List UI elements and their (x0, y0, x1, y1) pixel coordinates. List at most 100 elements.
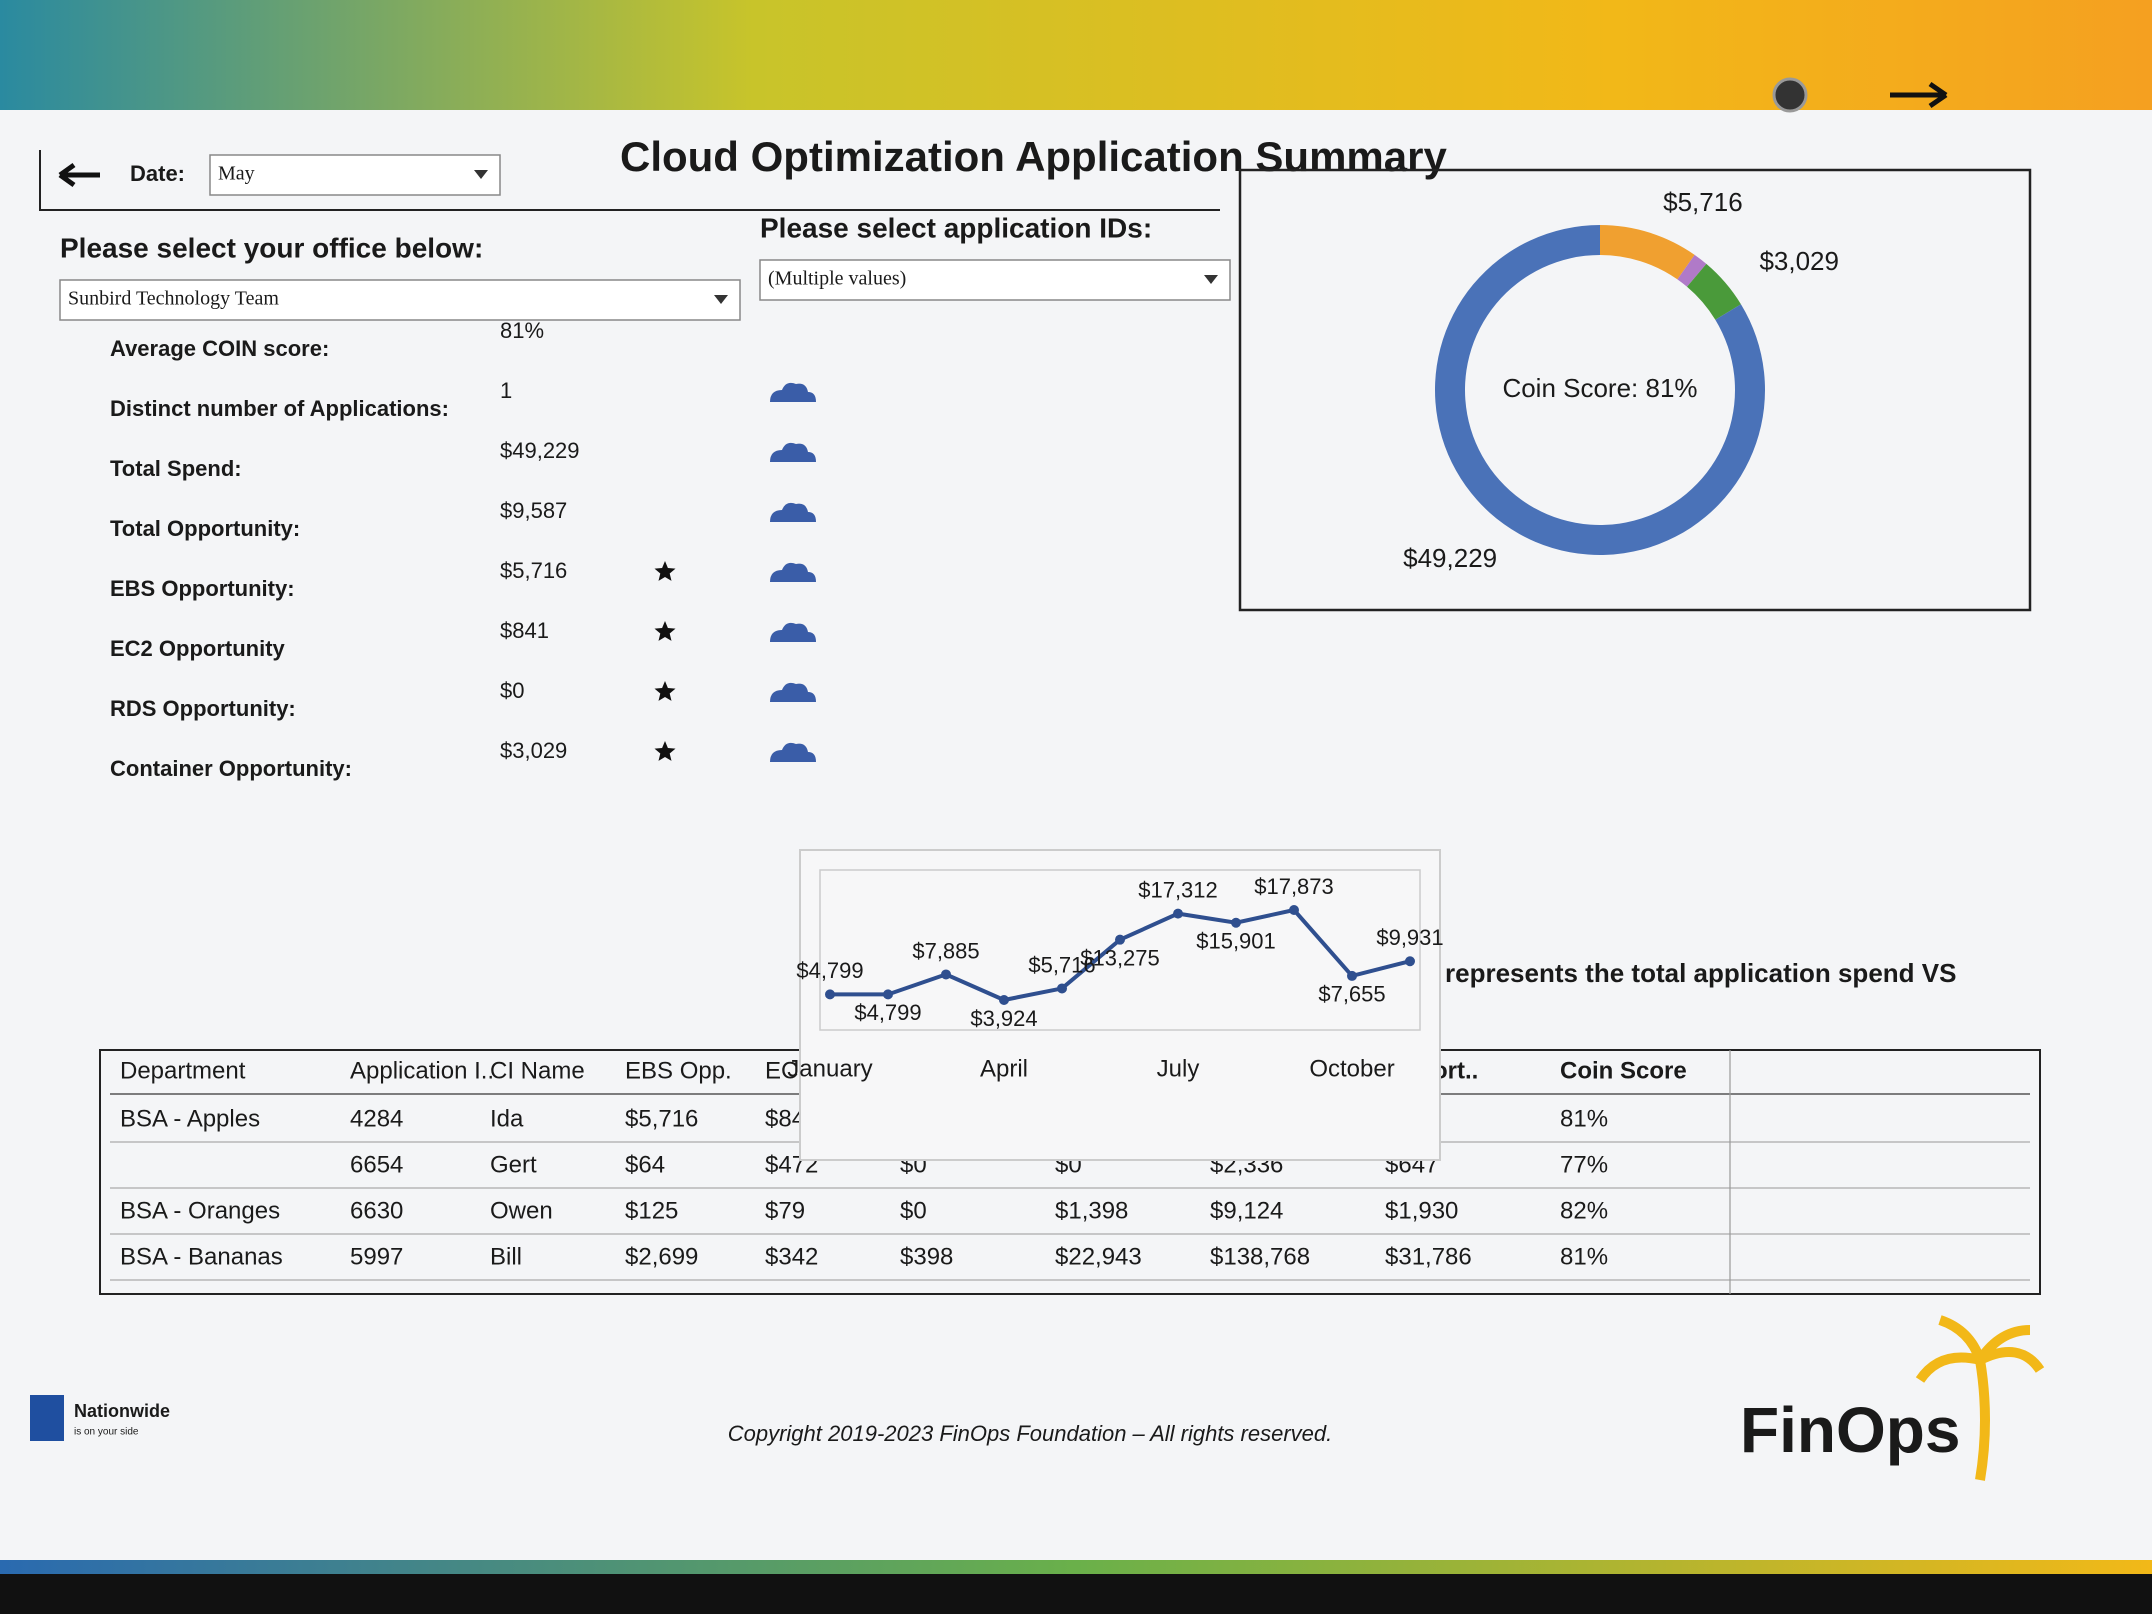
line-point (999, 995, 1009, 1005)
line-chart-card (799, 849, 1441, 1161)
metric-value: $841 (500, 618, 549, 643)
table-cell: $64 (625, 1151, 665, 1178)
table-cell: 6630 (350, 1197, 403, 1224)
office-select-caret (714, 295, 728, 304)
table-cell: 6654 (350, 1151, 403, 1178)
office-select: Sunbird Technology Team (68, 288, 279, 310)
brand-text: FinOps (1740, 1394, 1960, 1466)
metric-value: 81% (500, 318, 544, 343)
table-cell: 4284 (350, 1105, 403, 1132)
back-arrow[interactable] (58, 162, 100, 188)
donut-label: $3,029 (1759, 246, 1839, 276)
metric-value: $49,229 (500, 438, 580, 463)
donut-segment (1687, 263, 1741, 320)
table-cell: 81% (1560, 1105, 1608, 1132)
table-cell: BSA - Bananas (120, 1243, 283, 1270)
metric-label: EC2 Opportunity (110, 636, 286, 661)
office-prompt: Please select your office below: (60, 232, 483, 263)
line-point (883, 989, 893, 1000)
table-header: CI Name (490, 1057, 585, 1084)
donut-label: $49,229 (1403, 543, 1497, 573)
metric-label: RDS Opportunity: (110, 696, 296, 721)
table-header: Department (120, 1057, 246, 1084)
metric-value: 1 (500, 378, 512, 403)
donut-panel (1238, 168, 2032, 612)
table-cell: 5997 (350, 1243, 403, 1270)
nav-dot[interactable] (1772, 77, 1808, 113)
metric-value: $3,029 (500, 738, 567, 763)
line-value-label: $3,924 (970, 1006, 1037, 1031)
table-cell: BSA - Oranges (120, 1197, 280, 1224)
table-cell: $84 (765, 1105, 805, 1132)
line-point (1289, 905, 1299, 915)
metric-value: $5,716 (500, 558, 567, 583)
table-cell: $2,699 (625, 1243, 698, 1270)
table-cell: Gert (490, 1151, 537, 1178)
table-cell: $0 (900, 1197, 927, 1224)
table-cell: 82% (1560, 1197, 1608, 1224)
table-cell: $342 (765, 1243, 818, 1270)
palm-icon (1915, 1315, 2045, 1481)
cloud-icon (770, 622, 816, 642)
table-cell: $398 (900, 1243, 953, 1270)
line-value-label: $7,655 (1318, 982, 1385, 1007)
caption-text: represents the total application spend V… (1445, 958, 1956, 988)
line-point (1347, 970, 1357, 981)
line-value-label: $4,799 (796, 958, 863, 983)
cloud-icon (770, 682, 816, 702)
table-cell: 77% (1560, 1151, 1608, 1178)
table-cell: $79 (765, 1197, 805, 1224)
office-select-box[interactable] (59, 279, 741, 321)
table-cell: Owen (490, 1197, 553, 1224)
metric-label: Average COIN score: (110, 336, 329, 361)
line-point (1057, 983, 1067, 994)
date-select: May (218, 163, 255, 185)
cloud-icon (770, 502, 816, 522)
line-point (1173, 908, 1183, 919)
table-cell: Ida (490, 1105, 524, 1132)
line-value-label: $15,901 (1196, 929, 1276, 954)
metric-value: $0 (500, 678, 524, 703)
table-cell: $22,943 (1055, 1243, 1142, 1270)
logo-mark (30, 1395, 64, 1441)
donut-label: $5,716 (1663, 187, 1743, 217)
table-header: Application I.. (350, 1057, 494, 1084)
table-cell: $5,716 (625, 1105, 698, 1132)
line-x-label: April (980, 1055, 1028, 1082)
cloud-icon (770, 442, 816, 462)
cloud-icon (770, 382, 816, 402)
metric-label: Total Opportunity: (110, 516, 300, 541)
stage-edge (0, 1574, 2152, 1614)
metric-value: $9,587 (500, 498, 567, 523)
line-x-label: January (787, 1055, 872, 1082)
metric-label: Total Spend: (110, 456, 242, 481)
star-icon (654, 681, 676, 701)
metric-label: Distinct number of Applications: (110, 396, 449, 421)
table-cell: $125 (625, 1197, 678, 1224)
table-header: EBS Opp. (625, 1057, 732, 1084)
table-cell: BSA - Apples (120, 1105, 260, 1132)
donut-segment (1677, 254, 1707, 287)
metric-label: Container Opportunity: (110, 756, 352, 781)
star-icon (654, 621, 676, 641)
cloud-icon (770, 562, 816, 582)
donut-center-label: Coin Score: 81% (1502, 373, 1697, 403)
forward-arrow[interactable] (1890, 81, 1948, 109)
app-prompt: Please select application IDs: (760, 212, 1152, 243)
app-select-box[interactable] (759, 259, 1231, 301)
header-frame (39, 150, 1220, 211)
line-value-label: $7,885 (912, 938, 979, 963)
table-cell: $1,930 (1385, 1197, 1458, 1224)
line-value-label: $17,873 (1254, 874, 1334, 899)
logo-text: Nationwide (74, 1401, 170, 1421)
date-select-box[interactable] (209, 154, 501, 196)
line-x-label: October (1309, 1055, 1394, 1082)
cloud-icon (770, 742, 816, 762)
line-value-label: $17,312 (1138, 877, 1218, 902)
line-plot-area (819, 869, 1421, 1031)
line-value-label: $4,799 (854, 1000, 921, 1025)
app-select-caret (1204, 275, 1218, 284)
line-point (1231, 917, 1241, 928)
copyright: Copyright 2019-2023 FinOps Foundation – … (728, 1421, 1333, 1446)
